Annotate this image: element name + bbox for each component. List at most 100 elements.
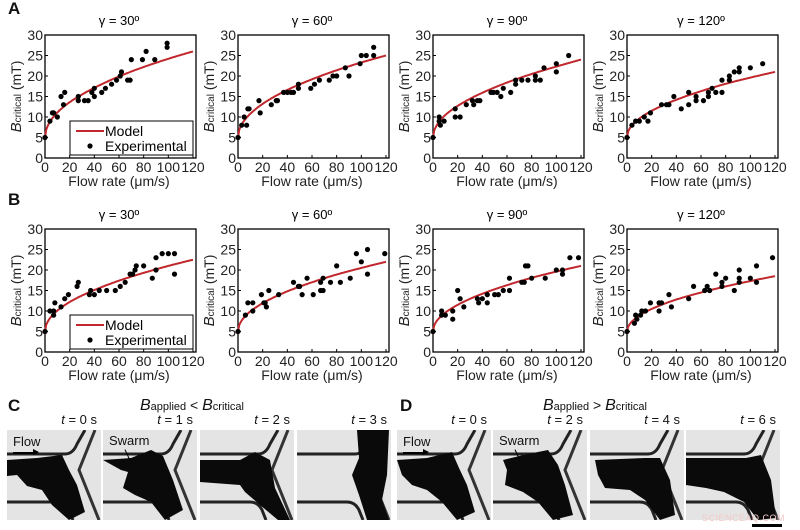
- y-tick-label: 30: [220, 221, 236, 237]
- experimental-point: [334, 73, 340, 79]
- x-tick-label: 20: [255, 353, 271, 369]
- experimental-point: [295, 85, 302, 91]
- time-value: = 0 s: [454, 412, 487, 427]
- experimental-point: [769, 255, 776, 261]
- y-tick-label: 20: [415, 68, 431, 84]
- y-tick-label: 5: [423, 324, 431, 340]
- experimental-point: [295, 81, 302, 87]
- experimental-point: [262, 300, 268, 306]
- y-axis-label: Bcritical (mT): [8, 255, 25, 327]
- x-tick-label: 100: [545, 353, 569, 369]
- experimental-point: [75, 98, 81, 104]
- experimental-point: [118, 69, 125, 75]
- experimental-point: [47, 118, 53, 124]
- experimental-point: [52, 300, 58, 306]
- experimental-point: [127, 77, 133, 83]
- x-tick-label: 120: [763, 159, 787, 175]
- experimental-point: [686, 296, 692, 302]
- experimental-point: [457, 296, 463, 302]
- experimental-point: [731, 287, 737, 294]
- x-tick-label: 100: [739, 353, 763, 369]
- x-tick-label: 40: [475, 353, 491, 369]
- x-axis-label: Flow rate (μm/s): [261, 173, 362, 189]
- experimental-point: [477, 98, 483, 104]
- y-tick-label: 15: [609, 89, 625, 105]
- x-tick-label: 20: [62, 353, 78, 369]
- experimental-point: [506, 287, 513, 294]
- y-label-unit: (mT): [590, 255, 606, 288]
- y-tick-label: 10: [609, 109, 625, 125]
- y-tick-label: 0: [423, 344, 431, 360]
- scale-bar: [752, 524, 782, 527]
- experimental-point: [266, 287, 272, 294]
- experimental-point: [519, 77, 525, 83]
- chart-title: γ = 30º: [99, 13, 140, 28]
- y-label-symbol: B: [590, 122, 607, 132]
- x-tick-label: 100: [157, 353, 181, 369]
- experimental-point: [647, 300, 654, 306]
- legend-box: [69, 314, 194, 350]
- experimental-point: [112, 287, 118, 294]
- y-label-symbol: B: [201, 122, 218, 132]
- x-tick-label: 120: [181, 159, 205, 175]
- experimental-point: [58, 93, 64, 100]
- experimental-point: [159, 251, 165, 257]
- experimental-point: [436, 118, 442, 124]
- x-tick-label: 0: [429, 159, 437, 175]
- experimental-point: [364, 246, 371, 253]
- experimental-point: [51, 312, 57, 318]
- chart-title: γ = 120º: [677, 207, 725, 222]
- time-label: t = 0 s: [37, 412, 97, 427]
- experimental-point: [633, 118, 639, 124]
- x-tick-label: 60: [111, 353, 127, 369]
- experimental-point: [439, 312, 445, 318]
- x-tick-label: 40: [669, 159, 685, 175]
- y-tick-label: 25: [27, 48, 43, 64]
- y-tick-label: 0: [228, 150, 236, 166]
- y-label-unit: (mT): [590, 61, 606, 94]
- experimental-point: [479, 296, 485, 302]
- experimental-point: [705, 89, 712, 95]
- experimental-point: [455, 287, 461, 294]
- experimental-point: [246, 106, 252, 112]
- experimental-point: [656, 308, 662, 314]
- experimental-point: [171, 251, 178, 257]
- chart-title: γ = 60º: [292, 13, 333, 28]
- experimental-point: [51, 110, 57, 116]
- y-axis-label: Bcritical (mT): [396, 255, 413, 327]
- experimental-point: [320, 275, 326, 281]
- chart-title: γ = 120º: [677, 13, 725, 28]
- legend-experimental-label: Experimental: [105, 138, 187, 154]
- y-label-symbol: B: [396, 316, 413, 326]
- title-b: B: [140, 397, 151, 414]
- experimental-point: [357, 61, 363, 67]
- experimental-point: [532, 77, 538, 83]
- experimental-point: [86, 292, 92, 298]
- x-axis-label: Flow rate (μm/s): [456, 173, 557, 189]
- experimental-point: [139, 57, 146, 63]
- y-tick-label: 10: [609, 303, 625, 319]
- x-tick-label: 20: [644, 159, 660, 175]
- chart-title: γ = 30º: [99, 207, 140, 222]
- experimental-point: [164, 40, 170, 46]
- experimental-point: [753, 279, 760, 285]
- experimental-point: [75, 93, 81, 100]
- y-label-unit: (mT): [8, 61, 24, 94]
- experimental-point: [75, 279, 81, 285]
- model-curve: [626, 70, 776, 138]
- y-tick-label: 30: [609, 221, 625, 237]
- y-label-subscript: critical: [13, 288, 24, 316]
- experimental-point: [290, 89, 297, 95]
- chart-a-3: γ = 120º 0 20 40 60 80 100 120 0 5 10 15 20 25 30 Flow …: [590, 13, 787, 189]
- experimental-point: [719, 77, 725, 83]
- y-tick-label: 20: [609, 262, 625, 278]
- y-tick-label: 15: [27, 89, 43, 105]
- experimental-point: [363, 52, 369, 59]
- experimental-point: [346, 73, 352, 79]
- experimental-point: [492, 292, 498, 298]
- experimental-point: [299, 292, 305, 298]
- experimental-point: [471, 102, 477, 108]
- experimental-point: [371, 52, 377, 59]
- y-tick-label: 20: [27, 262, 43, 278]
- experimental-point: [164, 44, 170, 50]
